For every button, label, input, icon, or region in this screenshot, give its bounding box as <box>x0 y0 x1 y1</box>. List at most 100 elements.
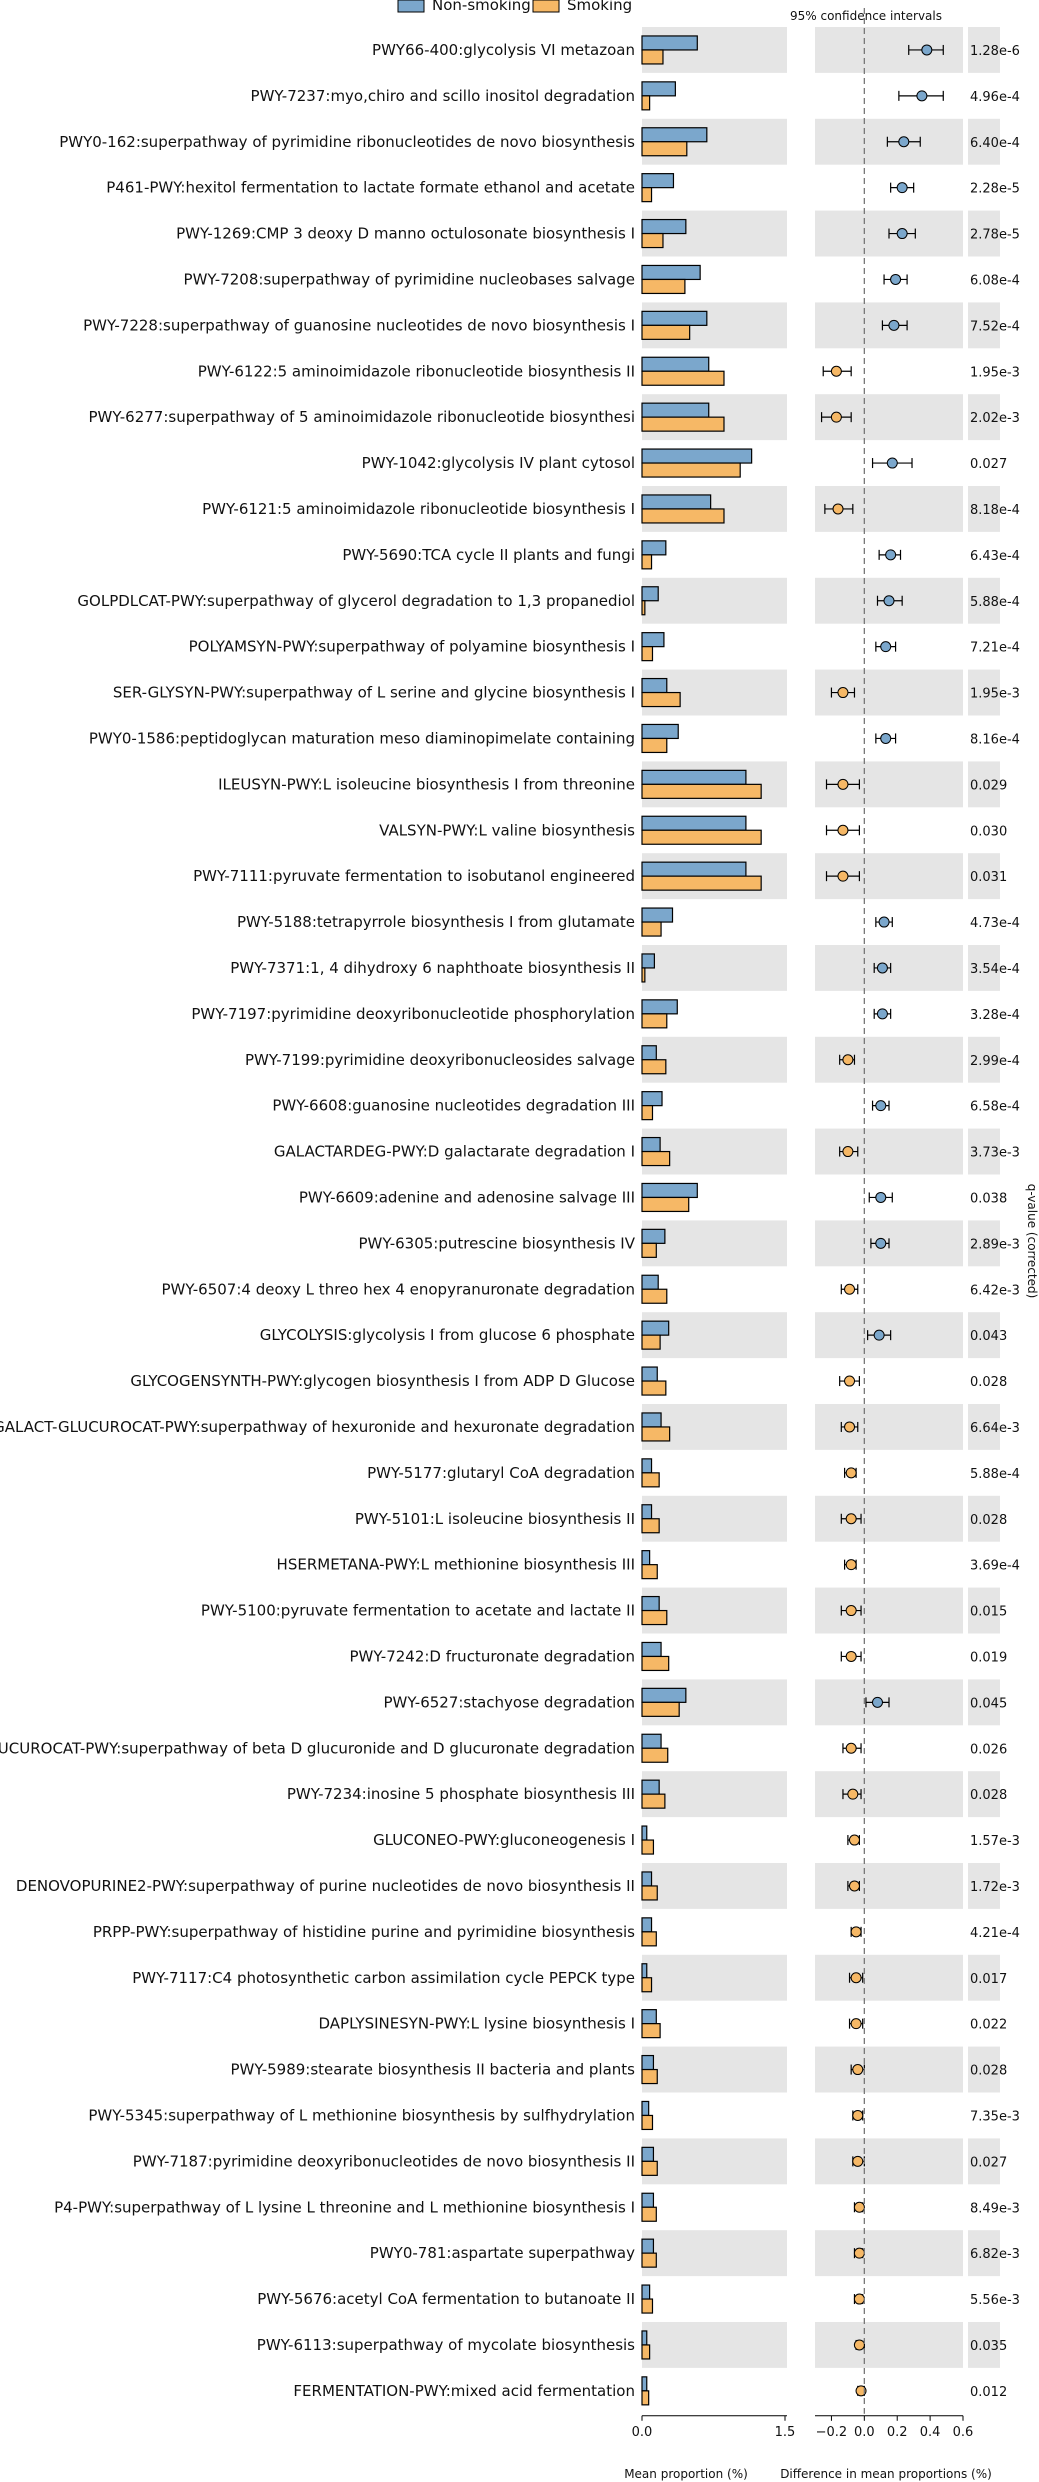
q-value: 3.73e-3 <box>970 1146 1020 1161</box>
bar-non-smoking <box>641 1871 653 1887</box>
q-value: 0.031 <box>970 870 1007 885</box>
q-value: 2.99e-4 <box>970 1054 1020 1069</box>
bar-smoking <box>641 324 691 340</box>
bar-non-smoking <box>641 2100 650 2117</box>
pathway-label: DENOVOPURINE2-PWY:superpathway of purine… <box>16 1877 635 1895</box>
diff-point <box>852 2109 864 2121</box>
row-band-q <box>968 945 1000 991</box>
diff-point <box>845 1467 857 1479</box>
row-band-right <box>815 2322 963 2368</box>
bar-smoking <box>641 1059 667 1075</box>
pathway-label: GLYCOGENSYNTH-PWY:glycogen biosynthesis … <box>130 1372 635 1390</box>
bar-smoking <box>641 646 654 662</box>
bar-non-smoking <box>641 1779 660 1795</box>
pathway-label: P4-PWY:superpathway of L lysine L threon… <box>54 2198 635 2216</box>
pathway-label: PWY-7111:pyruvate fermentation to isobut… <box>193 867 635 885</box>
pathway-label: FERMENTATION-PWY:mixed acid fermentation <box>293 2382 635 2400</box>
bar-non-smoking <box>641 402 710 418</box>
q-value-axis-label: q-value (corrected) <box>1025 1184 1039 1299</box>
bar-non-smoking <box>641 2330 648 2346</box>
bar-smoking <box>641 1013 668 1029</box>
diff-point <box>875 1100 887 1112</box>
row-band-left <box>642 1220 787 1267</box>
q-value: 5.88e-4 <box>970 595 1020 610</box>
q-value: 0.017 <box>970 1972 1007 1987</box>
bar-non-smoking <box>641 1963 648 1979</box>
q-value: 4.21e-4 <box>970 1926 1020 1941</box>
diff-point <box>876 1008 888 1020</box>
pathway-label: ILEUSYN-PWY:L isoleucine biosynthesis I … <box>218 775 635 793</box>
bar-smoking <box>641 462 741 478</box>
bar-smoking <box>641 2298 654 2314</box>
diff-point <box>848 1834 860 1846</box>
diff-point <box>832 503 844 515</box>
q-value: 0.035 <box>970 2339 1007 2354</box>
bar-smoking <box>641 2160 658 2176</box>
row-band-q <box>968 1587 1000 1634</box>
row-band-right <box>815 1587 963 1634</box>
bar-smoking <box>641 967 646 983</box>
q-value: 5.56e-3 <box>970 2293 1020 2308</box>
bar-non-smoking <box>641 81 676 97</box>
bar-smoking <box>641 2206 657 2222</box>
q-value: 4.96e-4 <box>970 90 1020 105</box>
row-band-q <box>968 2138 1000 2185</box>
row-band-right <box>815 1404 963 1450</box>
pathway-label: PWY-5177:glutaryl CoA degradation <box>367 1464 635 1482</box>
pathway-label: PWY-7228:superpathway of guanosine nucle… <box>83 316 635 334</box>
pathway-label: PWY-7237:myo,chiro and scillo inositol d… <box>251 87 635 105</box>
diff-point <box>878 916 890 928</box>
row-band-q <box>968 2230 1000 2277</box>
diff-point <box>853 2201 865 2213</box>
bar-non-smoking <box>641 861 747 877</box>
diff-point <box>852 2155 864 2167</box>
legend-swatch-smoking <box>532 0 560 13</box>
diff-point <box>916 90 928 102</box>
bar-non-smoking <box>641 1641 662 1658</box>
q-value: 7.52e-4 <box>970 319 1020 334</box>
pathway-label: PWY-6609:adenine and adenosine salvage I… <box>299 1188 635 1206</box>
q-value: 0.028 <box>970 2064 1007 2079</box>
bar-smoking <box>641 2023 661 2039</box>
pathway-label: PWY-1042:glycolysis IV plant cytosol <box>362 454 635 472</box>
diff-point <box>845 1513 857 1525</box>
row-band-q <box>968 2322 1000 2368</box>
bar-non-smoking <box>641 1458 653 1474</box>
row-band-q <box>968 1495 1000 1542</box>
diff-point <box>885 549 897 561</box>
diff-point <box>890 273 902 285</box>
q-value: 0.030 <box>970 824 1007 839</box>
bar-non-smoking <box>641 723 679 740</box>
bar-non-smoking <box>641 1366 658 1382</box>
diff-point <box>880 732 892 744</box>
q-value: 0.027 <box>970 2155 1007 2170</box>
pathway-label: HSERMETANA-PWY:L methionine biosynthesis… <box>277 1556 635 1574</box>
diff-point <box>837 824 849 836</box>
row-band-q <box>968 1220 1000 1267</box>
q-value: 0.045 <box>970 1696 1007 1711</box>
right-tick-label: 0.2 <box>887 2425 908 2440</box>
diff-point <box>898 136 910 148</box>
row-band-q <box>968 1679 1000 1726</box>
bar-non-smoking <box>641 2192 655 2208</box>
q-value: 0.015 <box>970 1605 1007 1620</box>
row-band-q <box>968 486 1000 532</box>
diff-point <box>837 778 849 790</box>
pathway-label: PWY-6113:superpathway of mycolate biosyn… <box>257 2336 635 2354</box>
bar-smoking <box>641 1472 660 1488</box>
diff-point <box>853 2293 865 2305</box>
bar-non-smoking <box>641 2238 655 2254</box>
q-value: 3.54e-4 <box>970 962 1020 977</box>
pathway-label: POLYAMSYN-PWY:superpathway of polyamine … <box>189 638 635 656</box>
row-band-right <box>815 1954 963 2001</box>
q-value: 2.28e-5 <box>970 182 1020 197</box>
diff-point <box>886 457 898 469</box>
pathway-label: PWY-6277:superpathway of 5 aminoimidazol… <box>88 408 635 426</box>
diff-point <box>844 1375 856 1387</box>
bar-smoking <box>641 600 646 616</box>
bar-non-smoking <box>641 540 667 556</box>
row-band-q <box>968 302 1000 349</box>
q-value: 3.28e-4 <box>970 1008 1020 1023</box>
bar-smoking <box>641 1150 671 1167</box>
bar-non-smoking <box>641 1182 698 1199</box>
